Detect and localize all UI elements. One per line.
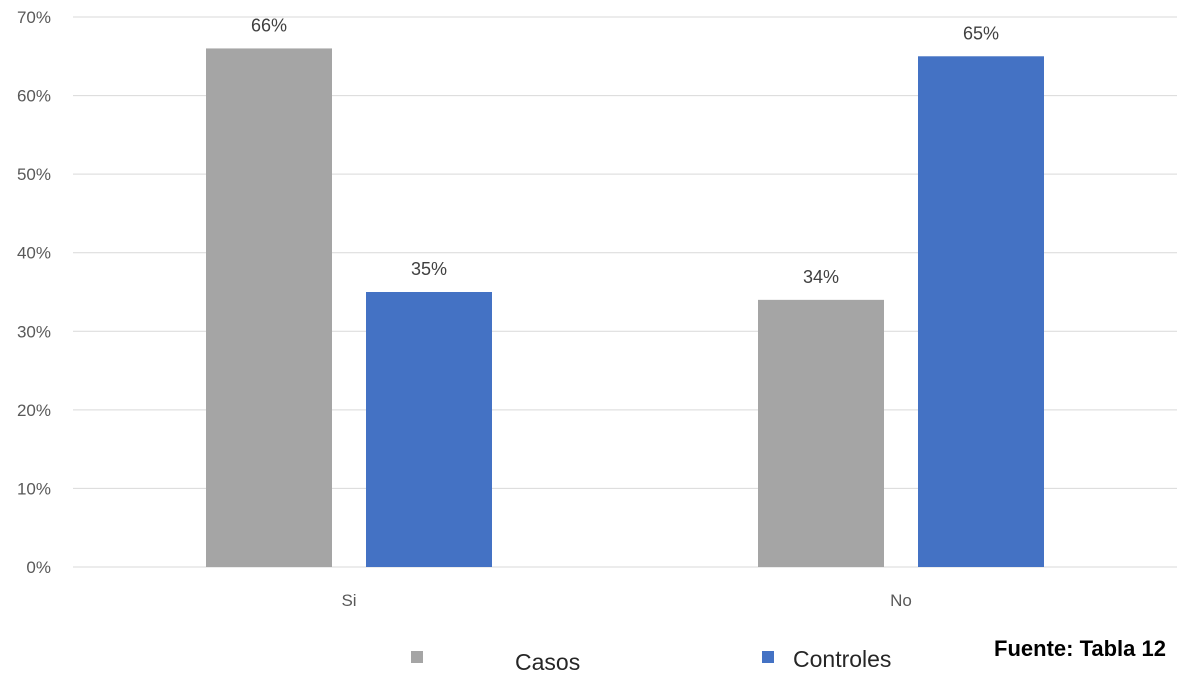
bar-controles-no	[918, 56, 1044, 568]
y-tick-label: 50%	[17, 165, 51, 184]
y-tick-label: 70%	[17, 8, 51, 27]
y-tick-label: 10%	[17, 479, 51, 498]
bars	[206, 48, 1044, 568]
legend-swatch-controles	[762, 651, 774, 663]
x-category-label: Si	[341, 591, 356, 610]
data-label: 35%	[411, 259, 447, 279]
bar-casos-no	[758, 299, 884, 567]
y-tick-label: 30%	[17, 322, 51, 341]
y-axis-ticks: 0% 10% 20% 30% 40% 50% 60% 70%	[17, 8, 51, 577]
x-axis-categories: Si No	[341, 591, 911, 610]
y-tick-label: 20%	[17, 401, 51, 420]
y-tick-label: 60%	[17, 87, 51, 106]
y-tick-label: 40%	[17, 244, 51, 263]
data-labels: 66% 35% 34% 65%	[251, 15, 999, 286]
legend-swatch-casos	[411, 651, 423, 663]
bar-casos-si	[206, 48, 332, 567]
data-label: 65%	[963, 23, 999, 43]
legend: Casos Controles	[411, 646, 891, 674]
legend-label-casos: Casos	[515, 649, 580, 674]
data-label: 66%	[251, 15, 287, 35]
legend-label-controles: Controles	[793, 646, 891, 672]
x-category-label: No	[890, 591, 912, 610]
y-tick-label: 0%	[26, 558, 51, 577]
bar-controles-si	[366, 292, 492, 567]
data-label: 34%	[803, 267, 839, 287]
source-note: Fuente: Tabla 12	[994, 636, 1166, 661]
